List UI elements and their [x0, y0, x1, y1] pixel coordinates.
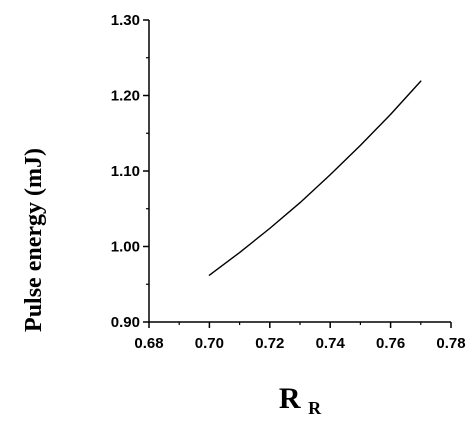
x-ticks: 0.68 0.70 0.72 0.74 0.76 0.78 [134, 322, 466, 352]
series-line [208, 80, 422, 276]
x-tick-label: 0.72 [255, 335, 284, 352]
y-ticks: 0.90 1.00 1.10 1.20 1.30 [111, 12, 149, 331]
series-layer [208, 80, 422, 276]
x-axis-title-main: R [279, 382, 301, 415]
x-tick-label: 0.70 [195, 335, 224, 352]
y-tick-label: 1.30 [111, 12, 140, 29]
x-tick-label: 0.76 [376, 335, 405, 352]
x-tick-label: 0.74 [316, 335, 346, 352]
y-tick-label: 1.00 [111, 239, 140, 256]
y-tick-label: 0.90 [111, 314, 140, 331]
x-tick-label: 0.78 [436, 335, 465, 352]
y-tick-label: 1.10 [111, 163, 140, 180]
x-axis-title-subscript: R [308, 398, 322, 418]
axes [148, 20, 451, 323]
x-tick-label: 0.68 [134, 335, 163, 352]
y-axis-title: Pulse energy (mJ) [21, 148, 47, 332]
y-tick-label: 1.20 [111, 88, 140, 105]
x-axis-title: R R [279, 382, 322, 418]
